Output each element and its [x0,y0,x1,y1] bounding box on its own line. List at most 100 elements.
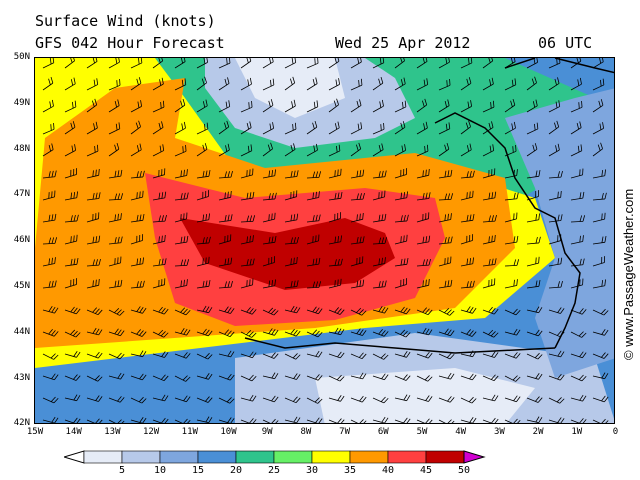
wind-barb [592,329,609,336]
wind-barb [350,212,364,223]
wind-barb [152,234,166,245]
wind-barb [438,193,454,201]
wind-barb [86,58,98,69]
wind-barb [592,395,609,403]
lat-tick-label: 47N [13,189,30,200]
wind-barb [262,236,277,245]
wind-barb [306,214,321,223]
wind-barb [64,374,81,381]
colorbar-label: 10 [153,465,167,476]
wind-barb [86,168,100,179]
wind-barb [416,307,433,316]
wind-barb [262,99,274,113]
wind-barb [306,329,323,338]
wind-barb [548,350,565,358]
wind-barb [86,375,103,382]
lat-tick-label: 50N [13,52,30,62]
wind-barb [262,169,276,179]
wind-barb [64,278,78,289]
wind-barb [570,308,587,315]
wind-barb [218,58,231,69]
wind-barb [284,373,301,380]
wind-barb [64,214,79,223]
wind-barb [86,418,103,423]
wind-barb [350,99,362,113]
wind-barb [570,215,586,223]
colorbar-arrow-left [64,450,85,464]
wind-barb [504,352,521,359]
wind-barb [570,144,583,157]
wind-barb [526,58,538,69]
wind-barb [504,259,520,267]
colorbar-segment [235,450,275,464]
wind-barb [306,374,323,381]
wind-barb [482,144,495,157]
wind-barb [504,58,516,69]
wind-barb [350,352,367,360]
colorbar-label: 50 [457,465,471,476]
wind-barb [284,280,299,289]
wind-barb [196,416,213,423]
wind-barb [240,258,255,267]
colorbar-segment [83,450,123,464]
wind-barb [86,192,101,201]
wind-barb [306,143,318,157]
colorbar-label: 45 [419,465,433,476]
wind-barb [174,235,189,245]
wind-barb [42,76,54,91]
wind-barb [196,213,210,223]
wind-barb [306,350,323,358]
wind-barb [130,120,141,135]
wind-barb [526,143,538,157]
wind-barb [240,168,254,179]
wind-barb [218,257,233,267]
wind-barb [438,78,451,91]
wind-barb [460,234,474,245]
colorbar-label: 25 [267,465,281,476]
wind-barb [262,142,273,157]
wind-barb [174,328,191,336]
wind-barb [262,256,276,267]
wind-barb [482,121,494,135]
wind-barb [526,256,540,267]
wind-barb [570,168,584,179]
wind-barb [328,278,342,289]
wind-barb [570,351,587,359]
lon-tick-label: 6W [377,427,389,437]
wind-barb [64,121,76,135]
wind-barb [284,353,301,360]
wind-barb [306,120,318,135]
wind-barb [152,168,166,179]
wind-barb [152,77,164,91]
wind-barb [482,100,495,113]
lon-tick-label: 4W [455,427,467,437]
wind-barb [64,417,81,423]
wind-barb [196,373,213,380]
wind-barb [460,417,477,423]
wind-barb [284,256,298,267]
wind-barb [196,328,213,337]
wind-barb [394,351,411,358]
wind-barb [86,395,103,402]
wind-barb [130,417,147,423]
wind-barb [174,192,189,201]
wind-barb [196,352,213,360]
wind-barb [416,144,429,157]
wind-barb [438,279,453,289]
wind-barb [460,396,477,404]
wind-barb [394,121,406,135]
coastline-spain [244,337,556,354]
wind-barb [548,373,565,381]
wind-barb [218,143,230,157]
wind-barb [526,306,543,314]
wind-barb [86,78,99,91]
wind-barb [548,417,565,423]
wind-barb [548,143,560,157]
wind-barb [108,78,121,91]
wind-barb [218,100,231,113]
wind-barb [526,170,541,179]
wind-barb [130,143,142,157]
wind-barb [86,307,103,316]
wind-barb [548,170,563,179]
wind-barb [152,121,164,135]
